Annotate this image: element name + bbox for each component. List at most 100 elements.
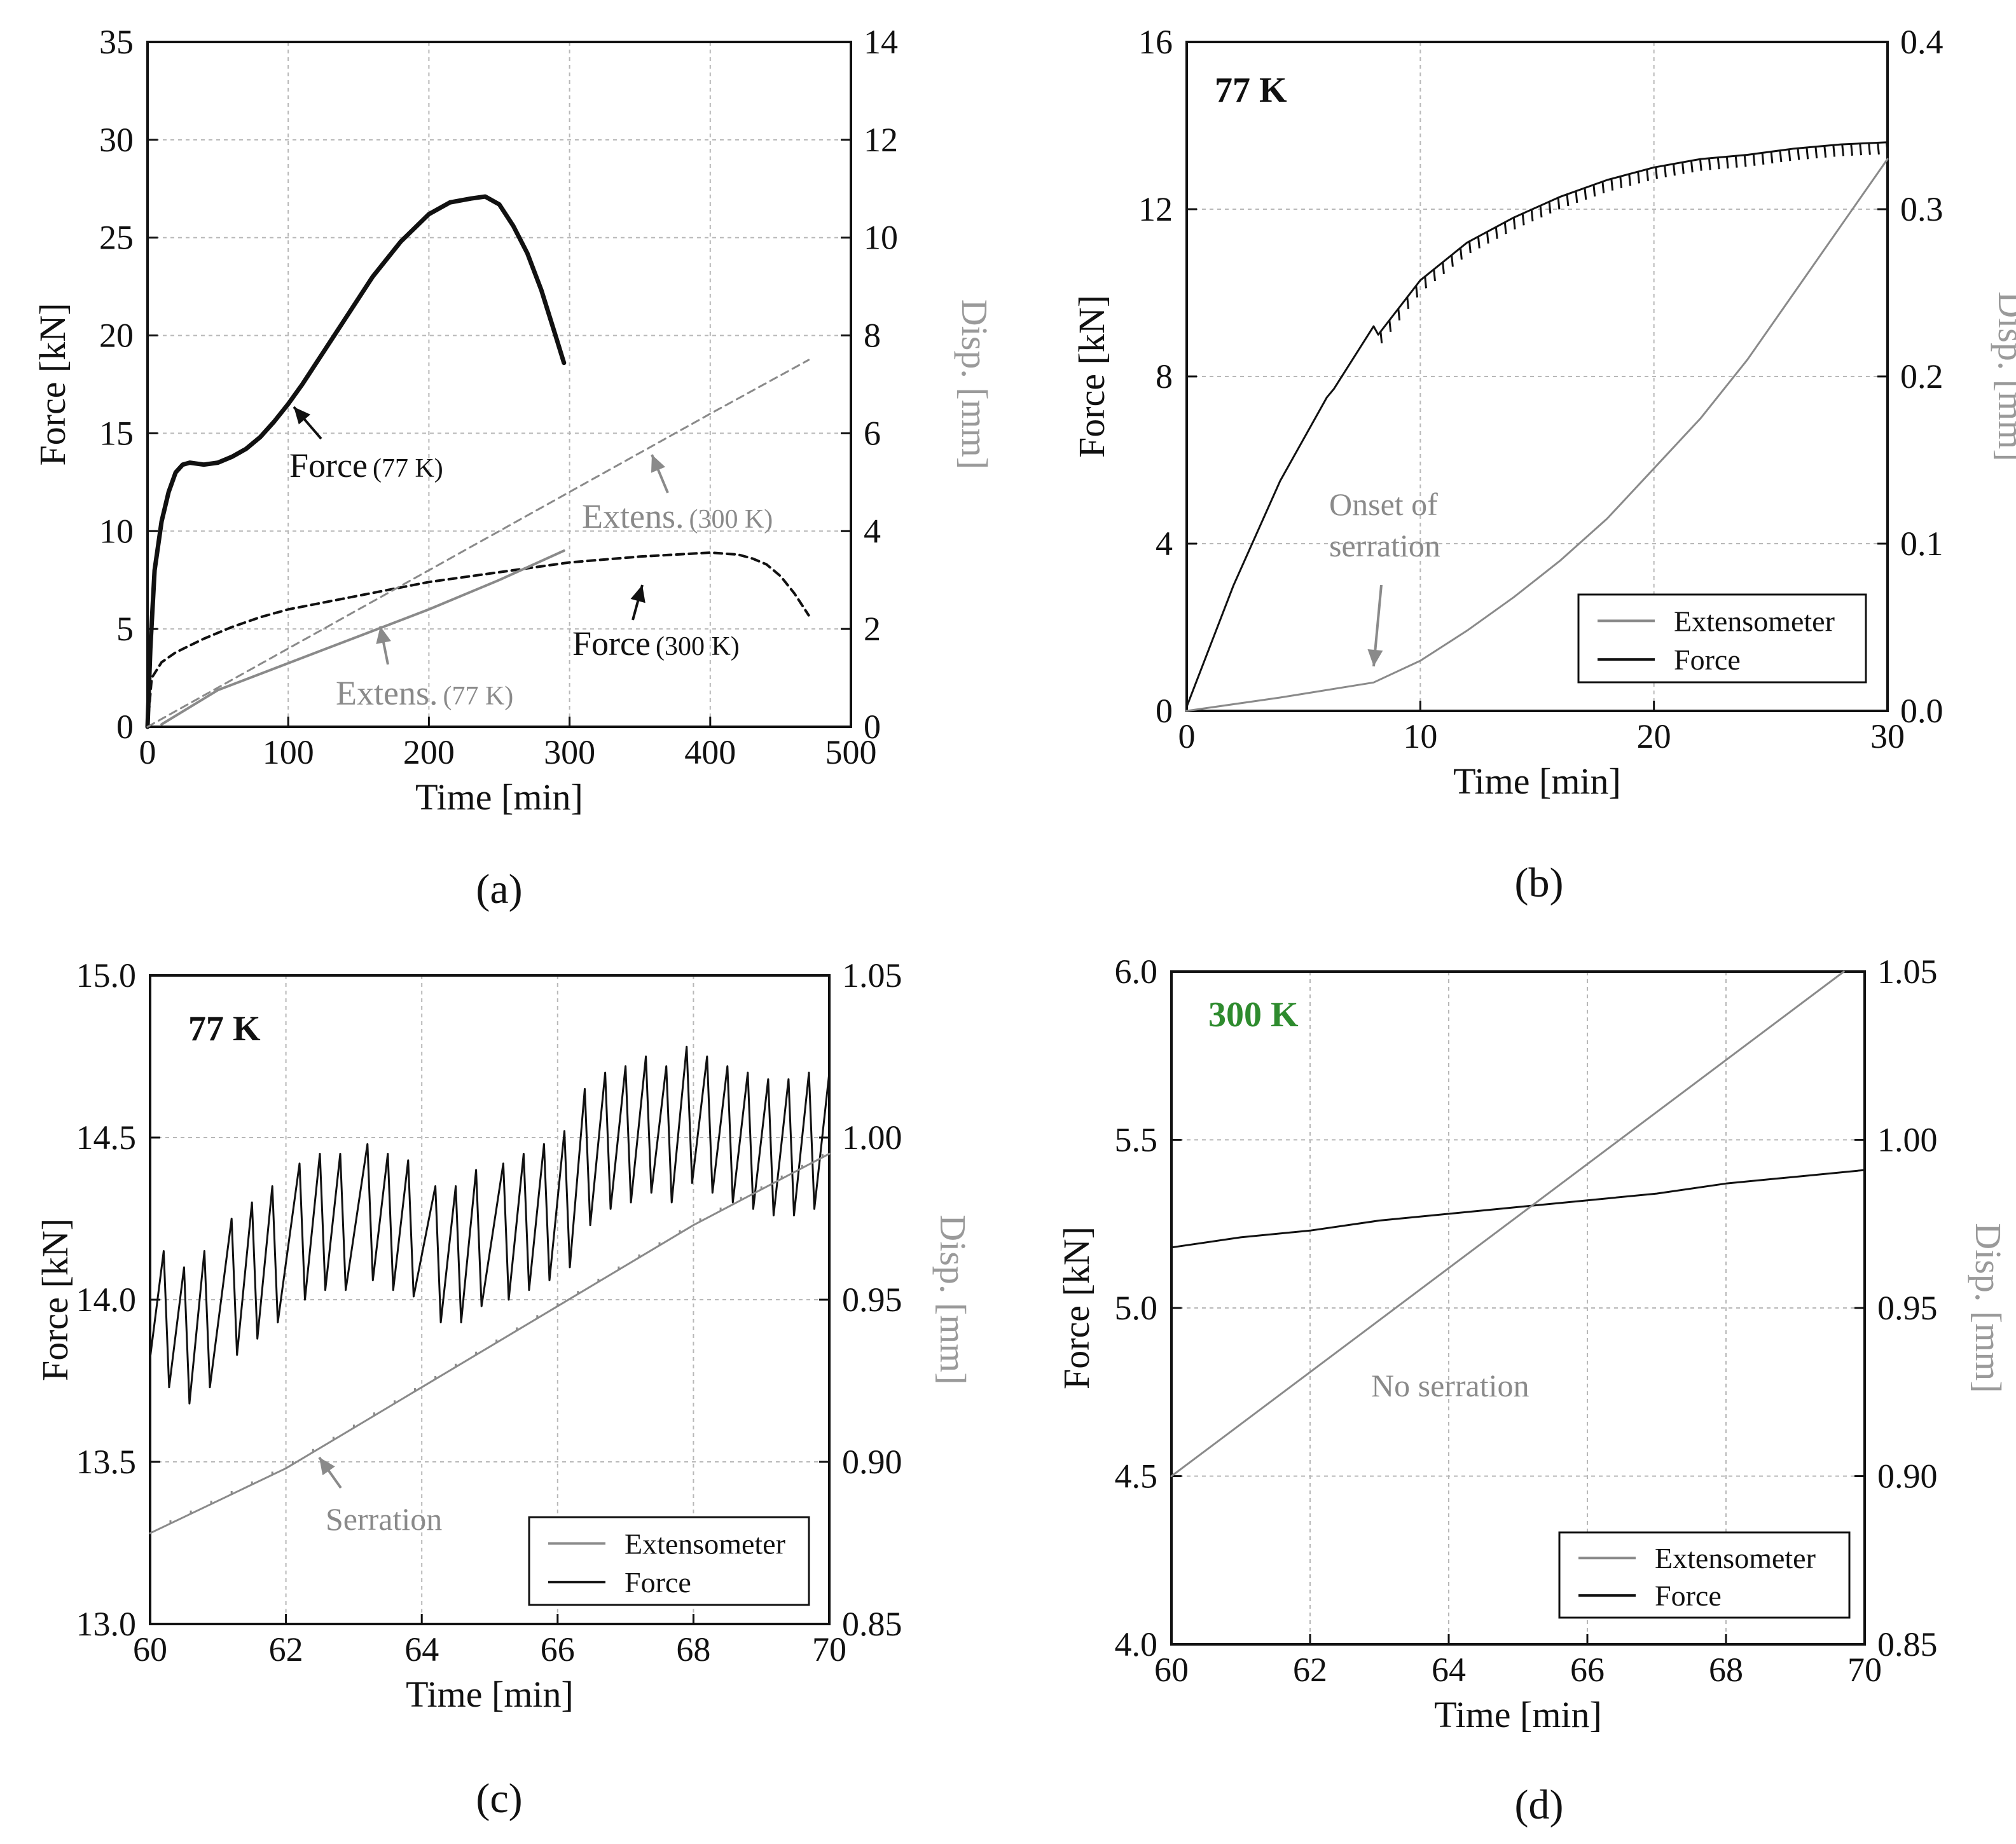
y2-tick-label: 2 [864, 610, 881, 648]
y2-tick-label: 10 [864, 219, 898, 257]
series-force-line [149, 1045, 831, 1405]
y-tick-label: 35 [99, 23, 134, 61]
x-tick-label: 60 [1154, 1651, 1189, 1689]
x-tick-label: 68 [1709, 1651, 1743, 1689]
y-tick-label: 8 [1156, 357, 1173, 396]
y2-tick-label: 0 [864, 708, 881, 746]
panel-caption: (a) [476, 866, 522, 912]
panel-caption: (d) [1515, 1782, 1564, 1828]
x-tick-label: 66 [1570, 1651, 1605, 1689]
y-axis-label: Force [kN] [32, 303, 73, 465]
y2-tick-label: 12 [864, 121, 898, 159]
y-axis-label: Force [kN] [1056, 1227, 1097, 1389]
y-tick-label: 13.0 [76, 1605, 137, 1643]
x-tick-label: 400 [684, 733, 736, 771]
temperature-label: 300 K [1208, 995, 1299, 1035]
y-tick-label: 20 [99, 317, 134, 355]
x-tick-label: 30 [1870, 717, 1905, 755]
legend-extens-label: Extensometer [1674, 605, 1835, 637]
y-tick-label: 30 [99, 121, 134, 159]
series-extens-line [146, 359, 810, 728]
y2-tick-label: 1.05 [842, 956, 902, 994]
y2-tick-label: 6 [864, 414, 881, 452]
series-force-line [145, 194, 567, 729]
arrow-force-300k-head [630, 585, 646, 603]
x-axis-label: Time [min] [1453, 760, 1621, 802]
y-tick-label: 25 [99, 219, 134, 257]
y-tick-label: 0 [116, 708, 134, 746]
y2-axis-label: Disp. [mm] [1968, 1223, 2009, 1393]
series-extens-line [1170, 970, 1845, 1477]
x-tick-label: 64 [1432, 1651, 1466, 1689]
x-tick-label: 300 [544, 733, 595, 771]
x-tick-label: 10 [1403, 717, 1437, 755]
y-tick-label: 0 [1156, 692, 1173, 730]
y2-tick-label: 0.1 [1900, 525, 1944, 563]
annotation-onset-1: Onset of [1329, 486, 1438, 522]
y2-tick-label: 1.05 [1877, 953, 1938, 991]
panel-b: 0 10 20 30 0 4 8 12 16 0.0 0.1 0.2 0.3 0.4 Time [min] F… [1071, 23, 2016, 906]
series-extens-line [149, 1153, 831, 1534]
x-tick-label: 60 [133, 1630, 167, 1669]
annotation-extens-300k: Extens. (300 K) [582, 497, 773, 535]
annotation-force-300k: Force (300 K) [572, 624, 740, 663]
x-axis-label: Time [min] [406, 1674, 574, 1715]
legend-box [1558, 1531, 1851, 1619]
panel-caption: (b) [1515, 860, 1564, 906]
series-force-line [146, 551, 810, 728]
y-tick-label: 16 [1138, 23, 1173, 61]
panel-c: 60 62 64 66 68 70 13.0 13.5 14.0 14.5 15.0 0.85 0.90… [34, 956, 974, 1822]
y2-tick-label: 0.95 [842, 1281, 902, 1319]
y-tick-label: 10 [99, 512, 134, 550]
y-tick-label: 12 [1138, 190, 1173, 228]
x-tick-label: 70 [1847, 1651, 1882, 1689]
y2-tick-label: 0.90 [1877, 1457, 1938, 1496]
y-tick-label: 4 [1156, 525, 1173, 563]
y-tick-label: 14.0 [76, 1281, 137, 1319]
legend-force-label: Force [625, 1566, 691, 1599]
x-tick-label: 70 [812, 1630, 846, 1669]
arrow-extens-77k-head [376, 626, 391, 644]
temperature-label: 77 K [188, 1009, 261, 1049]
y-tick-label: 5 [116, 610, 134, 648]
series-extens-line [160, 549, 565, 726]
serration-marks [1379, 142, 1889, 344]
y2-axis-label: Disp. [mm] [932, 1214, 974, 1384]
y-tick-label: 4.0 [1115, 1625, 1158, 1663]
arrow-onset-head [1367, 649, 1383, 666]
y-tick-label: 5.5 [1115, 1121, 1158, 1159]
y2-tick-label: 0.2 [1900, 357, 1944, 396]
legend-box [528, 1516, 810, 1606]
y2-tick-label: 0.85 [842, 1605, 902, 1643]
annotation-no-serration: No serration [1371, 1368, 1529, 1403]
y2-tick-label: 0.0 [1900, 692, 1944, 730]
annotation-extens-77k: Extens. (77 K) [336, 674, 513, 712]
y-tick-label: 15 [99, 414, 134, 452]
x-tick-label: 64 [404, 1630, 439, 1669]
y2-tick-label: 1.00 [842, 1118, 902, 1157]
arrow-extens-300k-head [651, 455, 666, 473]
x-tick-label: 68 [676, 1630, 710, 1669]
step-marks [169, 1154, 824, 1524]
y-axis-label: Force [kN] [34, 1218, 76, 1381]
x-tick-label: 62 [269, 1630, 303, 1669]
y2-tick-label: 8 [864, 317, 881, 355]
y-tick-label: 6.0 [1115, 953, 1158, 991]
y2-axis-label: Disp. [mm] [954, 299, 995, 469]
legend-force-label: Force [1674, 643, 1741, 676]
y2-tick-label: 0.4 [1900, 23, 1944, 61]
x-tick-label: 20 [1637, 717, 1671, 755]
series-force-line [1185, 141, 1889, 708]
legend-extens-label: Extensometer [1655, 1542, 1816, 1574]
series-extens-line [1185, 158, 1889, 712]
plot-frame [146, 41, 852, 728]
y2-tick-label: 0.85 [1877, 1625, 1938, 1663]
x-tick-label: 100 [263, 733, 314, 771]
legend-force-label: Force [1655, 1579, 1722, 1612]
x-tick-label: 66 [541, 1630, 575, 1669]
legend-box [1577, 593, 1867, 684]
y2-tick-label: 0.95 [1877, 1289, 1938, 1327]
x-tick-label: 0 [139, 733, 156, 771]
y2-tick-label: 14 [864, 23, 898, 61]
